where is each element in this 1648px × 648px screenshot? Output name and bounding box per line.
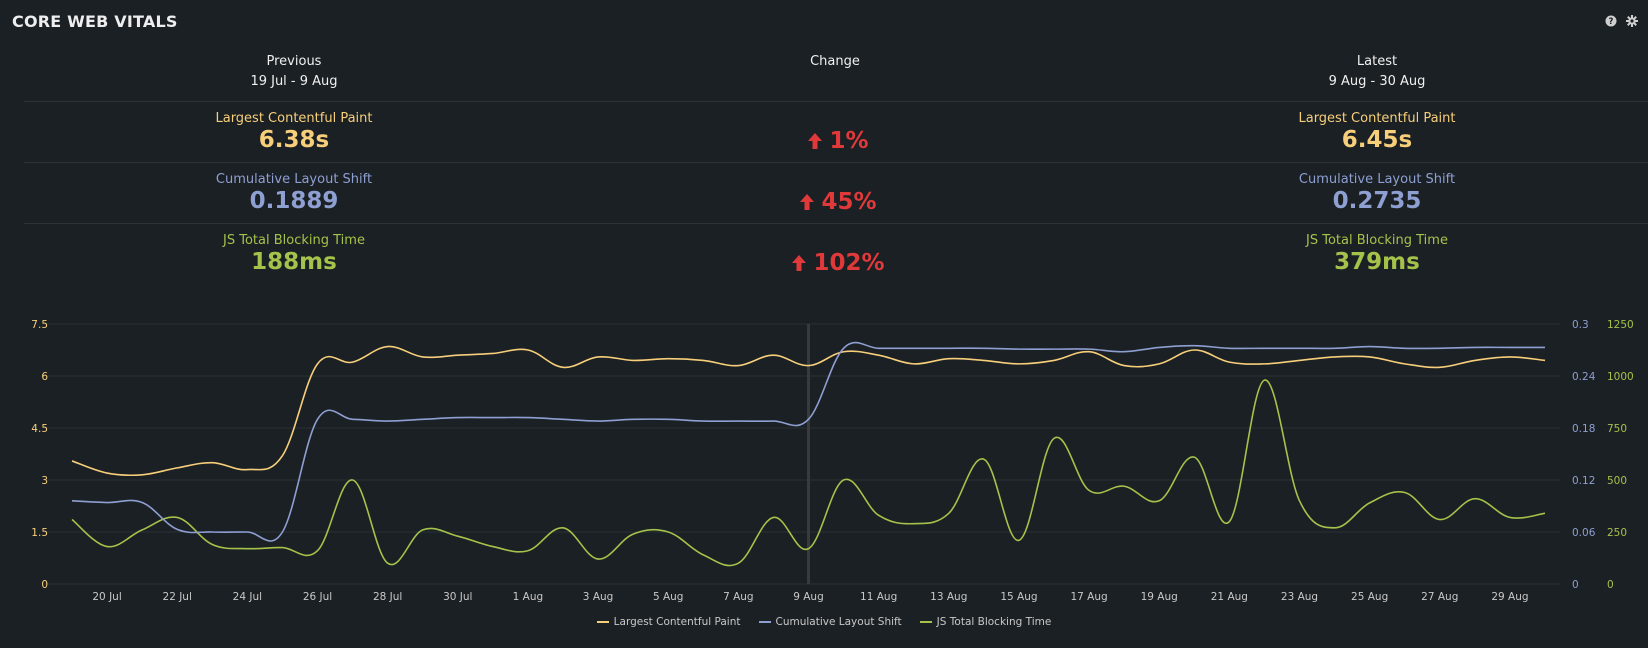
x-tick-label: 27 Aug bbox=[1421, 591, 1458, 603]
help-icon[interactable]: ? bbox=[1605, 15, 1617, 27]
arrow-up-icon bbox=[792, 255, 807, 271]
change-value: 1% bbox=[829, 128, 869, 154]
previous-label: Previous bbox=[266, 54, 322, 69]
legend-label: JS Total Blocking Time bbox=[936, 616, 1052, 628]
arrow-up-icon bbox=[800, 194, 815, 210]
metric-value: 6.45s bbox=[1341, 127, 1413, 153]
metric-value: 379ms bbox=[1334, 249, 1420, 275]
series-line-cumulative-layout-shift bbox=[71, 341, 1545, 542]
cls-change: 45% bbox=[738, 189, 938, 215]
x-tick-label: 23 Aug bbox=[1281, 591, 1318, 603]
previous-lcp: Largest Contentful Paint 6.38s bbox=[124, 111, 464, 153]
x-tick-label: 21 Aug bbox=[1211, 591, 1248, 603]
legend-swatch bbox=[758, 621, 771, 623]
x-tick-label: 7 Aug bbox=[723, 591, 754, 603]
metric-label: Cumulative Layout Shift bbox=[1298, 172, 1456, 187]
x-tick-label: 30 Jul bbox=[443, 591, 472, 603]
latest-lcp: Largest Contentful Paint 6.45s bbox=[1207, 111, 1547, 153]
previous-cls: Cumulative Layout Shift 0.1889 bbox=[124, 172, 464, 214]
y-right-cls-tick: 0.24 bbox=[1572, 371, 1596, 383]
y-right-tbt-tick: 1250 bbox=[1607, 319, 1634, 331]
latest-tbt: JS Total Blocking Time 379ms bbox=[1207, 233, 1547, 275]
metric-value: 0.2735 bbox=[1332, 188, 1422, 214]
header-icons: ? bbox=[1605, 15, 1638, 27]
latest-label: Latest bbox=[1356, 54, 1398, 69]
y-right-tbt-tick: 750 bbox=[1607, 423, 1627, 435]
divider bbox=[24, 162, 1648, 163]
y-left-tick: 4.5 bbox=[31, 423, 48, 435]
x-tick-label: 19 Aug bbox=[1141, 591, 1178, 603]
gear-icon[interactable] bbox=[1626, 15, 1638, 27]
x-tick-label: 13 Aug bbox=[930, 591, 967, 603]
series-line-largest-contentful-paint bbox=[71, 345, 1546, 477]
y-right-cls-tick: 0.06 bbox=[1572, 527, 1596, 539]
y-right-tbt-tick: 500 bbox=[1607, 475, 1627, 487]
change-value: 102% bbox=[813, 250, 885, 276]
x-tick-label: 22 Jul bbox=[163, 591, 192, 603]
legend-label: Cumulative Layout Shift bbox=[775, 616, 902, 628]
latest-range: 9 Aug - 30 Aug bbox=[1328, 74, 1426, 89]
change-column-header: Change bbox=[665, 54, 1005, 69]
y-right-tbt-tick: 1000 bbox=[1607, 371, 1634, 383]
metric-label: JS Total Blocking Time bbox=[1306, 233, 1448, 248]
metric-label: Largest Contentful Paint bbox=[1298, 111, 1456, 126]
x-tick-label: 28 Jul bbox=[373, 591, 402, 603]
x-tick-label: 1 Aug bbox=[513, 591, 544, 603]
tbt-change: 102% bbox=[738, 250, 938, 276]
y-left-tick: 1.5 bbox=[31, 527, 48, 539]
web-vitals-chart: 0 1.5 3 4.5 6 7.5 0 0.06 0.12 0.18 0.24 0.3 0 250 500 7… bbox=[31, 319, 1634, 603]
previous-column-header: Previous 19 Jul - 9 Aug bbox=[124, 54, 464, 89]
series-line-js-total-blocking-time bbox=[71, 379, 1546, 567]
arrow-up-icon bbox=[808, 133, 823, 149]
legend-label: Largest Contentful Paint bbox=[613, 616, 741, 628]
y-left-tick: 3 bbox=[41, 475, 48, 487]
divider bbox=[24, 223, 1648, 224]
x-tick-label: 9 Aug bbox=[793, 591, 824, 603]
y-right-cls-tick: 0.18 bbox=[1572, 423, 1595, 435]
change-label: Change bbox=[810, 54, 860, 69]
chart-legend: Largest Contentful Paint Cumulative Layo… bbox=[0, 616, 1648, 628]
x-tick-label: 24 Jul bbox=[233, 591, 262, 603]
x-tick-label: 3 Aug bbox=[583, 591, 614, 603]
metric-value: 0.1889 bbox=[249, 188, 339, 214]
legend-item-cls[interactable]: Cumulative Layout Shift bbox=[758, 616, 902, 628]
y-left-tick: 0 bbox=[41, 579, 48, 591]
x-tick-label: 5 Aug bbox=[653, 591, 684, 603]
legend-item-tbt[interactable]: JS Total Blocking Time bbox=[919, 616, 1052, 628]
page-title: CORE WEB VITALS bbox=[12, 12, 178, 31]
x-tick-label: 11 Aug bbox=[860, 591, 897, 603]
metric-value: 6.38s bbox=[258, 127, 330, 153]
y-right-tbt-tick: 250 bbox=[1607, 527, 1627, 539]
y-right-cls-tick: 0.3 bbox=[1572, 319, 1589, 331]
metric-value: 188ms bbox=[251, 249, 337, 275]
x-tick-label: 25 Aug bbox=[1351, 591, 1388, 603]
y-right-cls-tick: 0 bbox=[1572, 579, 1579, 591]
latest-cls: Cumulative Layout Shift 0.2735 bbox=[1207, 172, 1547, 214]
divider bbox=[24, 101, 1648, 102]
legend-swatch bbox=[596, 621, 609, 623]
x-tick-label: 26 Jul bbox=[303, 591, 332, 603]
x-tick-label: 17 Aug bbox=[1070, 591, 1107, 603]
y-right-tbt-tick: 0 bbox=[1607, 579, 1614, 591]
y-right-cls-tick: 0.12 bbox=[1572, 475, 1595, 487]
lcp-change: 1% bbox=[738, 128, 938, 154]
previous-range: 19 Jul - 9 Aug bbox=[250, 74, 338, 89]
y-left-tick: 6 bbox=[41, 371, 48, 383]
x-tick-label: 20 Jul bbox=[92, 591, 121, 603]
change-value: 45% bbox=[821, 189, 877, 215]
y-left-tick: 7.5 bbox=[31, 319, 48, 331]
legend-item-lcp[interactable]: Largest Contentful Paint bbox=[596, 616, 741, 628]
latest-column-header: Latest 9 Aug - 30 Aug bbox=[1207, 54, 1547, 89]
previous-tbt: JS Total Blocking Time 188ms bbox=[124, 233, 464, 275]
metric-label: Cumulative Layout Shift bbox=[215, 172, 373, 187]
x-tick-label: 29 Aug bbox=[1491, 591, 1528, 603]
metric-label: JS Total Blocking Time bbox=[223, 233, 365, 248]
legend-swatch bbox=[919, 621, 932, 623]
svg-text:?: ? bbox=[1609, 17, 1614, 27]
x-tick-label: 15 Aug bbox=[1000, 591, 1037, 603]
metric-label: Largest Contentful Paint bbox=[215, 111, 373, 126]
